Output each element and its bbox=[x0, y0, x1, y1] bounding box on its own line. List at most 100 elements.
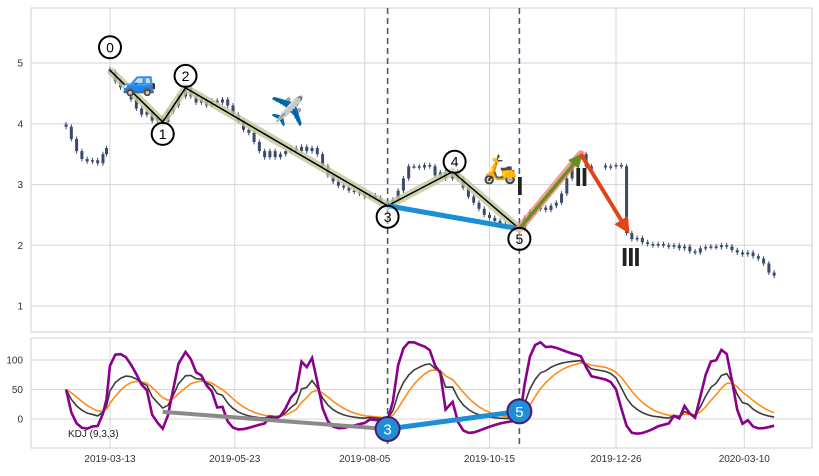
candle bbox=[305, 146, 309, 152]
candle bbox=[226, 99, 230, 106]
candle bbox=[565, 178, 569, 194]
candle bbox=[300, 146, 304, 152]
candle bbox=[725, 245, 729, 247]
candle bbox=[544, 207, 548, 211]
wave-label-roman: II bbox=[575, 162, 587, 192]
candle bbox=[85, 158, 89, 162]
candle bbox=[482, 208, 486, 215]
candle bbox=[423, 165, 427, 168]
candle bbox=[677, 245, 681, 249]
wave-point-label: 5 bbox=[515, 231, 523, 247]
candle bbox=[96, 160, 100, 164]
candle bbox=[80, 151, 84, 159]
candle bbox=[215, 100, 219, 103]
candle bbox=[560, 193, 564, 203]
candle bbox=[477, 202, 481, 209]
candle bbox=[145, 111, 149, 115]
x-tick-label: 2019-10-15 bbox=[464, 454, 516, 465]
arrow-up bbox=[518, 153, 583, 230]
kdj-line-k bbox=[65, 359, 775, 420]
candle bbox=[466, 187, 470, 197]
candle bbox=[412, 166, 416, 168]
candle bbox=[614, 165, 618, 167]
kdj-wave-marker bbox=[374, 416, 401, 443]
panel-frame bbox=[30, 337, 813, 449]
x-tick-label: 2020-03-10 bbox=[719, 454, 771, 465]
kdj-y-tick-label: 50 bbox=[12, 385, 24, 396]
panel-frame bbox=[30, 7, 813, 333]
candle bbox=[75, 138, 79, 152]
candle bbox=[342, 185, 346, 188]
wave-point-marker bbox=[173, 63, 198, 88]
candle bbox=[268, 151, 272, 158]
wave-point-marker bbox=[442, 149, 467, 174]
candle bbox=[101, 154, 105, 164]
candle bbox=[284, 151, 288, 155]
candle bbox=[257, 141, 261, 152]
candle bbox=[396, 190, 400, 200]
candle bbox=[683, 246, 687, 249]
wave-point-label: 0 bbox=[106, 39, 114, 55]
y-tick-label: 2 bbox=[17, 241, 23, 252]
y-tick-label: 1 bbox=[17, 302, 23, 313]
candle bbox=[741, 252, 745, 255]
arrow-down bbox=[579, 153, 630, 234]
candle bbox=[69, 126, 73, 139]
wave-point-label: 3 bbox=[384, 209, 392, 225]
kdj-panel: 100 50 0 3 5 bbox=[6, 337, 813, 449]
candle bbox=[672, 245, 676, 247]
candle bbox=[709, 246, 713, 248]
x-tick-label: 2019-05-23 bbox=[209, 454, 261, 465]
candle bbox=[252, 132, 256, 142]
candle bbox=[428, 165, 432, 167]
candle bbox=[756, 256, 760, 259]
wave-point-label: 4 bbox=[451, 154, 459, 170]
candle bbox=[231, 105, 235, 115]
candle bbox=[704, 247, 708, 249]
candle bbox=[640, 237, 644, 243]
airplane-icon: ✈️ bbox=[270, 94, 305, 128]
wave-point-marker bbox=[150, 121, 175, 146]
candle bbox=[347, 187, 351, 191]
candle bbox=[336, 181, 340, 186]
candle bbox=[278, 154, 282, 158]
kdj-wave-marker-label: 3 bbox=[383, 422, 391, 439]
candle bbox=[635, 237, 639, 240]
kdj-line-j bbox=[64, 340, 775, 435]
candle bbox=[549, 205, 553, 211]
kdj-wave-marker bbox=[506, 398, 533, 425]
candle bbox=[714, 246, 718, 248]
kdj-y-tick-label: 0 bbox=[17, 415, 23, 426]
wave-point-marker bbox=[507, 226, 532, 251]
candle bbox=[619, 165, 623, 167]
candle bbox=[417, 166, 421, 168]
candle bbox=[64, 124, 68, 127]
kdj-wave-marker-label: 5 bbox=[515, 404, 523, 421]
candle bbox=[140, 108, 144, 115]
candle bbox=[104, 148, 108, 155]
candle bbox=[751, 252, 755, 257]
candle bbox=[735, 250, 739, 253]
kdj-divergence-line bbox=[162, 409, 388, 432]
wave-point-label: 2 bbox=[182, 68, 190, 84]
candle bbox=[762, 258, 766, 264]
candle bbox=[651, 244, 655, 246]
candle bbox=[247, 129, 251, 133]
candle bbox=[688, 246, 692, 252]
candle bbox=[315, 148, 319, 155]
car-icon: 🚙 bbox=[122, 65, 157, 97]
x-tick-label: 2019-03-13 bbox=[84, 454, 136, 465]
candle bbox=[661, 244, 665, 246]
wave-label-roman: I bbox=[516, 171, 522, 201]
wave-label-roman: III bbox=[621, 242, 640, 272]
candle bbox=[472, 196, 476, 203]
wave-point-label: 1 bbox=[159, 126, 167, 142]
candle bbox=[656, 244, 660, 246]
kdj-line-d bbox=[65, 361, 775, 419]
kdj-label: KDJ (9,3,3) bbox=[68, 429, 119, 440]
kdj-wave-3-5-line bbox=[387, 408, 520, 432]
candle bbox=[352, 190, 356, 193]
candle bbox=[630, 233, 634, 240]
